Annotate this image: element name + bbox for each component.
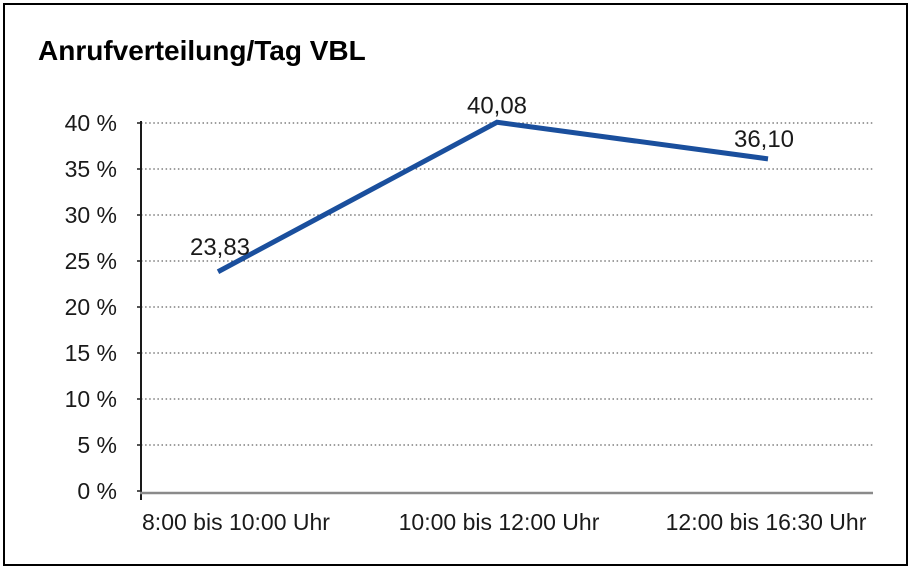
y-tick-label: 15 % <box>65 340 117 366</box>
x-category-label: 12:00 bis 16:30 Uhr <box>666 509 867 535</box>
y-tick-label: 0 % <box>77 478 117 504</box>
data-point-label: 40,08 <box>467 92 527 119</box>
y-tick-label: 35 % <box>65 156 117 182</box>
y-tick-label: 40 % <box>65 110 117 136</box>
data-point-label: 23,83 <box>190 234 250 261</box>
x-category-label: 8:00 bis 10:00 Uhr <box>142 509 330 535</box>
chart-title: Anrufverteilung/Tag VBL <box>38 35 366 66</box>
y-tick-label: 30 % <box>65 202 117 228</box>
chart-frame-border <box>3 3 908 566</box>
data-point-label: 36,10 <box>734 126 794 153</box>
y-tick-label: 25 % <box>65 248 117 274</box>
y-tick-label: 5 % <box>77 432 117 458</box>
y-tick-label: 20 % <box>65 294 117 320</box>
data-line <box>216 119 769 274</box>
y-tick-label: 10 % <box>65 386 117 412</box>
x-category-label: 10:00 bis 12:00 Uhr <box>399 509 600 535</box>
